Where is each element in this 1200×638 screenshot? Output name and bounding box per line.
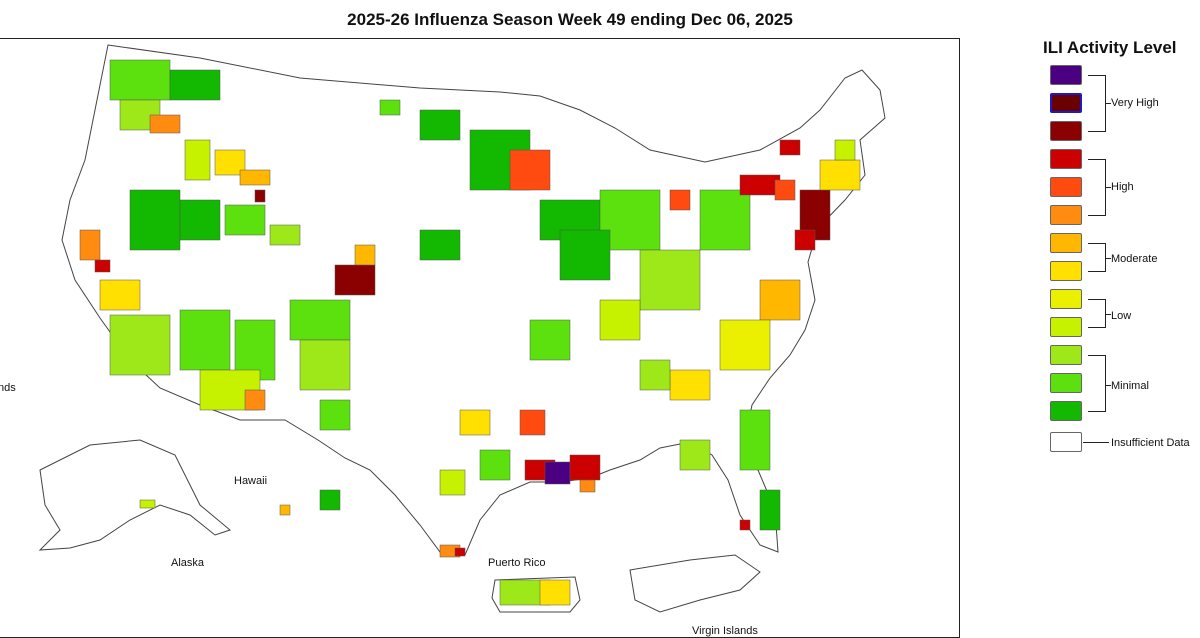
county-region xyxy=(99,279,141,311)
county-region xyxy=(354,244,376,266)
county-region xyxy=(129,189,181,251)
legend-line-insufficient xyxy=(1083,442,1109,443)
alaska-outline xyxy=(38,439,232,551)
county-region xyxy=(439,469,466,496)
county-region xyxy=(244,389,266,411)
legend-label-very-high: Very High xyxy=(1111,97,1159,109)
legend-bracket-moderate xyxy=(1088,243,1106,272)
legend-swatch-very-high-2 xyxy=(1050,93,1082,113)
county-region xyxy=(539,579,571,606)
legend-label-insufficient: Insufficient Data xyxy=(1111,437,1190,449)
alaska-label: Alaska xyxy=(171,557,205,569)
county-region xyxy=(379,99,401,116)
county-region xyxy=(719,319,771,371)
legend-stem-minimal xyxy=(1106,385,1111,386)
legend-swatch-very-high-3 xyxy=(1050,121,1082,141)
county-region xyxy=(419,109,461,141)
legend-label-high: High xyxy=(1111,181,1134,193)
county-region xyxy=(334,264,376,296)
county-region xyxy=(639,359,671,391)
legend-swatch-minimal-2 xyxy=(1050,373,1082,393)
county-region xyxy=(579,479,596,493)
legend-stem-moderate xyxy=(1106,258,1111,259)
hawaii-label: Hawaii xyxy=(234,475,268,487)
county-region xyxy=(834,139,856,161)
county-region xyxy=(459,409,491,436)
legend-swatch-high-3 xyxy=(1050,205,1082,225)
county-region xyxy=(739,409,771,471)
county-region xyxy=(79,229,101,261)
county-region xyxy=(509,149,551,191)
county-region xyxy=(759,489,781,531)
county-region xyxy=(139,499,156,509)
county-region xyxy=(299,339,351,391)
county-region xyxy=(149,114,181,134)
county-region xyxy=(599,299,641,341)
legend-swatch-moderate-1 xyxy=(1050,233,1082,253)
legend-bracket-low xyxy=(1088,299,1106,328)
legend-bracket-very-high xyxy=(1088,75,1106,132)
county-region xyxy=(559,229,611,281)
county-region xyxy=(739,174,781,196)
county-region xyxy=(529,319,571,361)
county-region xyxy=(319,399,351,431)
legend-swatch-high-2 xyxy=(1050,177,1082,197)
county-region xyxy=(544,461,571,485)
legend-swatch-moderate-2 xyxy=(1050,261,1082,281)
legend-stem-high xyxy=(1106,187,1111,188)
county-region xyxy=(179,199,221,241)
county-region xyxy=(169,69,221,101)
legend-label-moderate: Moderate xyxy=(1111,253,1158,265)
left-edge-label: nds xyxy=(0,382,16,394)
legend-title: ILI Activity Level xyxy=(1043,38,1177,57)
county-region xyxy=(819,159,861,191)
county-region xyxy=(239,169,271,186)
legend-stem-very-high xyxy=(1106,103,1111,104)
legend-swatch-low-1 xyxy=(1050,289,1082,309)
virgin-islands-outline xyxy=(629,554,761,613)
county-region xyxy=(679,439,711,471)
legend-label-minimal: Minimal xyxy=(1111,380,1149,392)
county-region xyxy=(109,59,171,101)
county-region xyxy=(639,249,701,311)
legend-bracket-minimal xyxy=(1088,355,1106,412)
county-region xyxy=(739,519,751,531)
county-region xyxy=(254,189,266,203)
county-region xyxy=(479,449,511,481)
county-region xyxy=(569,454,601,481)
county-region xyxy=(519,409,546,436)
county-region xyxy=(669,189,691,211)
legend-label-low: Low xyxy=(1111,310,1132,322)
county-region xyxy=(774,179,796,201)
county-region xyxy=(779,139,801,156)
county-region xyxy=(179,309,231,371)
legend-swatch-insufficient xyxy=(1050,432,1082,452)
county-region xyxy=(109,314,171,376)
legend-stem-low xyxy=(1106,314,1111,315)
county-region xyxy=(319,489,341,511)
legend-swatch-low-2 xyxy=(1050,317,1082,337)
county-region xyxy=(279,504,291,516)
county-region xyxy=(699,189,751,251)
legend-swatch-high-1 xyxy=(1050,149,1082,169)
county-region xyxy=(759,279,801,321)
legend-swatch-minimal-3 xyxy=(1050,401,1082,421)
legend-swatch-minimal-1 xyxy=(1050,345,1082,365)
county-region xyxy=(454,547,466,557)
county-region xyxy=(289,299,351,341)
county-region xyxy=(94,259,111,273)
county-region xyxy=(184,139,211,181)
puerto-rico-label: Puerto Rico xyxy=(488,557,546,569)
legend-bracket-high xyxy=(1088,159,1106,216)
map-title: 2025-26 Influenza Season Week 49 ending … xyxy=(347,10,793,29)
county-activity-regions xyxy=(79,59,861,606)
county-region xyxy=(794,229,816,251)
virgin-islands-label: Virgin Islands xyxy=(692,625,758,637)
us-map[interactable] xyxy=(0,0,962,631)
county-region xyxy=(669,369,711,401)
county-region xyxy=(269,224,301,246)
legend-swatch-very-high-1 xyxy=(1050,65,1082,85)
county-region xyxy=(224,204,266,236)
county-region xyxy=(419,229,461,261)
